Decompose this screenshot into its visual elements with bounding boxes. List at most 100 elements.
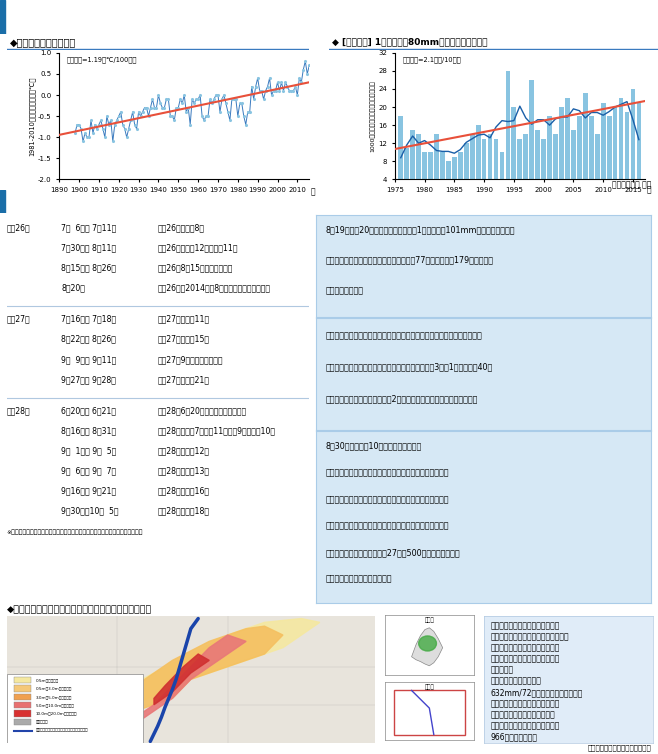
Point — [95, 115, 106, 127]
Text: トレンド=2.1（回/10年）: トレンド=2.1（回/10年） — [402, 57, 461, 63]
Text: 8月16日～ 8月31日: 8月16日～ 8月31日 — [61, 426, 116, 435]
Text: 平成26年台風第8号: 平成26年台風第8号 — [158, 223, 205, 232]
Point — [236, 97, 247, 109]
Text: ※内閣府に情報対策室が設置されたもの、又は死者・行方不明者があったもの。: ※内閣府に情報対策室が設置されたもの、又は死者・行方不明者があったもの。 — [7, 529, 143, 535]
Bar — [499, 152, 504, 179]
Text: 8月19日から20日にかけて、広島市で1時間降水量101mmという猛烈な雨。: 8月19日から20日にかけて、広島市で1時間降水量101mmという猛烈な雨。 — [326, 225, 515, 234]
Text: 平成26年（2014年）8月豪雨（広島土砂災害）: 平成26年（2014年）8月豪雨（広島土砂災害） — [158, 284, 271, 293]
Text: 首都地域でも水害により甚大な被: 首都地域でも水害により甚大な被 — [490, 621, 560, 630]
Point — [268, 84, 279, 97]
Point — [183, 102, 193, 114]
Bar — [446, 161, 451, 179]
Text: ◆荒川水系荒川　洪水浸水想定区域図（想定最大規模）: ◆荒川水系荒川 洪水浸水想定区域図（想定最大規模） — [7, 605, 152, 615]
Point — [286, 84, 297, 97]
Bar — [14, 719, 30, 725]
Y-axis label: 1981-2010年平均からの差（℃）: 1981-2010年平均からの差（℃） — [28, 76, 35, 156]
Point — [161, 93, 172, 106]
Point — [201, 110, 211, 122]
Point — [189, 97, 199, 109]
Point — [97, 123, 108, 135]
Text: 最大浸水深: 最大浸水深 — [16, 677, 30, 682]
Point — [113, 110, 124, 122]
Text: 台風が東北太平洋側に直接上陸したのは、気象庁が統計を: 台風が東北太平洋側に直接上陸したのは、気象庁が統計を — [326, 468, 449, 477]
Text: 台風・前線の影響で、西日本〜北日本の広い範囲で大雨となり、茨城県常: 台風・前線の影響で、西日本〜北日本の広い範囲で大雨となり、茨城県常 — [326, 332, 483, 341]
Bar — [547, 116, 552, 179]
Point — [82, 131, 92, 143]
Point — [128, 106, 138, 118]
Point — [126, 115, 136, 127]
Point — [171, 102, 182, 114]
Point — [232, 110, 243, 122]
Point — [130, 118, 140, 130]
Point — [122, 131, 132, 143]
Bar — [452, 157, 457, 179]
Text: が浸水する被害が生じるなど、2万棟近くの住家が被害を受けました。: が浸水する被害が生じるなど、2万棟近くの住家が被害を受けました。 — [326, 394, 478, 403]
Text: 9月  9日～ 9月11日: 9月 9日～ 9月11日 — [61, 355, 116, 364]
Text: 平成28年台風第16号: 平成28年台風第16号 — [158, 486, 210, 495]
Point — [274, 84, 285, 97]
Text: 平成28年台風第12号: 平成28年台風第12号 — [158, 446, 210, 455]
Text: 平成26年台風第12号及び第11号: 平成26年台風第12号及び第11号 — [158, 244, 238, 253]
Bar — [624, 112, 629, 179]
Bar — [488, 134, 492, 179]
Text: 荒川が氾濫した場合の洪水浸水想: 荒川が氾濫した場合の洪水浸水想 — [490, 699, 560, 708]
Point — [155, 97, 166, 109]
Point — [80, 127, 90, 139]
Bar — [577, 116, 582, 179]
Text: 浸水想定区域の指定の対象となる洪水予報河川: 浸水想定区域の指定の対象となる洪水予報河川 — [36, 728, 89, 732]
Text: 害が発生することが推定されており、: 害が発生することが推定されており、 — [490, 633, 569, 641]
Point — [70, 127, 80, 139]
Text: 荒川や利根川が氾濫すれば、広範: 荒川や利根川が氾濫すれば、広範 — [490, 643, 560, 652]
Point — [211, 89, 221, 101]
Text: 総市では、鬼怒川の堤防が決壊。常総市の面積の約3分の1にあたる約40㎞: 総市では、鬼怒川の堤防が決壊。常総市の面積の約3分の1にあたる約40㎞ — [326, 363, 493, 372]
Point — [215, 106, 225, 118]
Text: 5.0m〜10.0m未満の区域: 5.0m〜10.0m未満の区域 — [36, 703, 75, 707]
Point — [91, 123, 102, 135]
Bar — [607, 116, 611, 179]
Text: 7月30日～ 8月11日: 7月30日～ 8月11日 — [61, 244, 116, 253]
Bar — [559, 107, 564, 179]
Text: 索引図: 索引図 — [424, 685, 434, 690]
Bar — [601, 103, 605, 179]
Bar — [470, 134, 474, 179]
Point — [99, 131, 110, 143]
Point — [282, 81, 293, 93]
Point — [132, 123, 142, 135]
FancyBboxPatch shape — [7, 674, 143, 743]
Point — [207, 97, 217, 109]
Polygon shape — [136, 635, 246, 724]
Text: トレンド=1.19（℃/100年）: トレンド=1.19（℃/100年） — [66, 57, 137, 63]
Point — [197, 110, 207, 122]
Text: 年: 年 — [311, 187, 315, 196]
Text: 8月22日～ 8月26日: 8月22日～ 8月26日 — [61, 335, 116, 344]
Text: 平成28年台風第13号: 平成28年台風第13号 — [158, 467, 210, 476]
Bar — [14, 702, 30, 708]
Bar — [630, 89, 636, 179]
Point — [105, 115, 116, 127]
Point — [124, 123, 134, 135]
Point — [247, 81, 257, 93]
Point — [234, 97, 245, 109]
Bar — [517, 139, 522, 179]
Bar — [553, 134, 558, 179]
Text: 632mm/72時間の雨が降った時に、: 632mm/72時間の雨が降った時に、 — [490, 688, 583, 697]
Bar — [619, 98, 623, 179]
Bar — [0, 190, 5, 213]
Text: 平成26年8月15日からの大雨等: 平成26年8月15日からの大雨等 — [158, 263, 234, 272]
Point — [265, 72, 275, 84]
Point — [72, 118, 82, 130]
Point — [143, 110, 154, 122]
Point — [134, 106, 144, 118]
Point — [151, 102, 162, 114]
Text: 平成27年台風第11号: 平成27年台風第11号 — [158, 314, 210, 323]
Point — [199, 115, 209, 127]
Bar — [0, 0, 5, 34]
Point — [243, 106, 253, 118]
Bar — [529, 80, 534, 179]
Polygon shape — [99, 626, 283, 733]
Point — [141, 102, 152, 114]
Point — [165, 110, 176, 122]
Polygon shape — [154, 654, 209, 705]
Point — [101, 110, 112, 122]
Text: 開始して以来初めてでした。岩手県岩泉町では、小本川が: 開始して以来初めてでした。岩手県岩泉町では、小本川が — [326, 495, 449, 504]
